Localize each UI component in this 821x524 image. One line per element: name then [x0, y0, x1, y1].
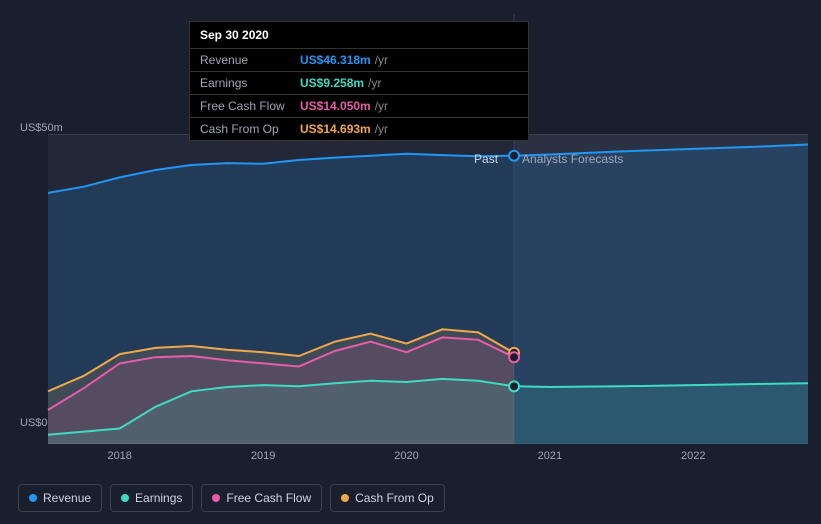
- tooltip-metric-label: Revenue: [200, 53, 300, 67]
- y-axis-label-max: US$50m: [20, 122, 63, 134]
- legend-color-dot: [121, 494, 129, 502]
- tooltip-row: EarningsUS$9.258m/yr: [190, 72, 528, 95]
- tooltip-date: Sep 30 2020: [190, 22, 528, 49]
- x-axis-tick: 2018: [107, 450, 131, 462]
- tooltip-metric-unit: /yr: [375, 99, 388, 113]
- region-label-past: Past: [474, 152, 498, 166]
- x-axis-tick: 2022: [681, 450, 705, 462]
- legend-item-earnings[interactable]: Earnings: [110, 484, 193, 512]
- chart-legend: Revenue Earnings Free Cash Flow Cash From O…: [18, 484, 445, 512]
- tooltip-metric-unit: /yr: [375, 53, 388, 67]
- tooltip-metric-value: US$9.258m: [300, 76, 364, 90]
- tooltip-row: Cash From OpUS$14.693m/yr: [190, 118, 528, 140]
- legend-item-cash-from-op[interactable]: Cash From Op: [330, 484, 445, 512]
- region-label-future: Analysts Forecasts: [522, 152, 623, 166]
- tooltip-metric-value: US$14.693m: [300, 122, 371, 136]
- tooltip-metric-unit: /yr: [368, 76, 381, 90]
- legend-label: Earnings: [135, 491, 182, 505]
- x-axis-tick: 2019: [251, 450, 275, 462]
- legend-item-revenue[interactable]: Revenue: [18, 484, 102, 512]
- x-axis: 2018 2019 2020 2021 2022: [48, 450, 808, 470]
- tooltip-metric-label: Cash From Op: [200, 122, 300, 136]
- legend-color-dot: [341, 494, 349, 502]
- tooltip-metric-value: US$46.318m: [300, 53, 371, 67]
- legend-label: Free Cash Flow: [226, 491, 311, 505]
- chart-tooltip: Sep 30 2020 RevenueUS$46.318m/yrEarnings…: [189, 21, 529, 141]
- legend-label: Revenue: [43, 491, 91, 505]
- chart-plot-area[interactable]: Past Analysts Forecasts: [48, 134, 808, 444]
- tooltip-metric-value: US$14.050m: [300, 99, 371, 113]
- tooltip-row: Free Cash FlowUS$14.050m/yr: [190, 95, 528, 118]
- legend-item-free-cash-flow[interactable]: Free Cash Flow: [201, 484, 322, 512]
- legend-label: Cash From Op: [355, 491, 434, 505]
- x-axis-tick: 2020: [394, 450, 418, 462]
- tooltip-row: RevenueUS$46.318m/yr: [190, 49, 528, 72]
- tooltip-metric-label: Free Cash Flow: [200, 99, 300, 113]
- x-axis-tick: 2021: [538, 450, 562, 462]
- tooltip-metric-label: Earnings: [200, 76, 300, 90]
- legend-color-dot: [212, 494, 220, 502]
- legend-color-dot: [29, 494, 37, 502]
- tooltip-metric-unit: /yr: [375, 122, 388, 136]
- y-axis-label-min: US$0: [20, 417, 48, 429]
